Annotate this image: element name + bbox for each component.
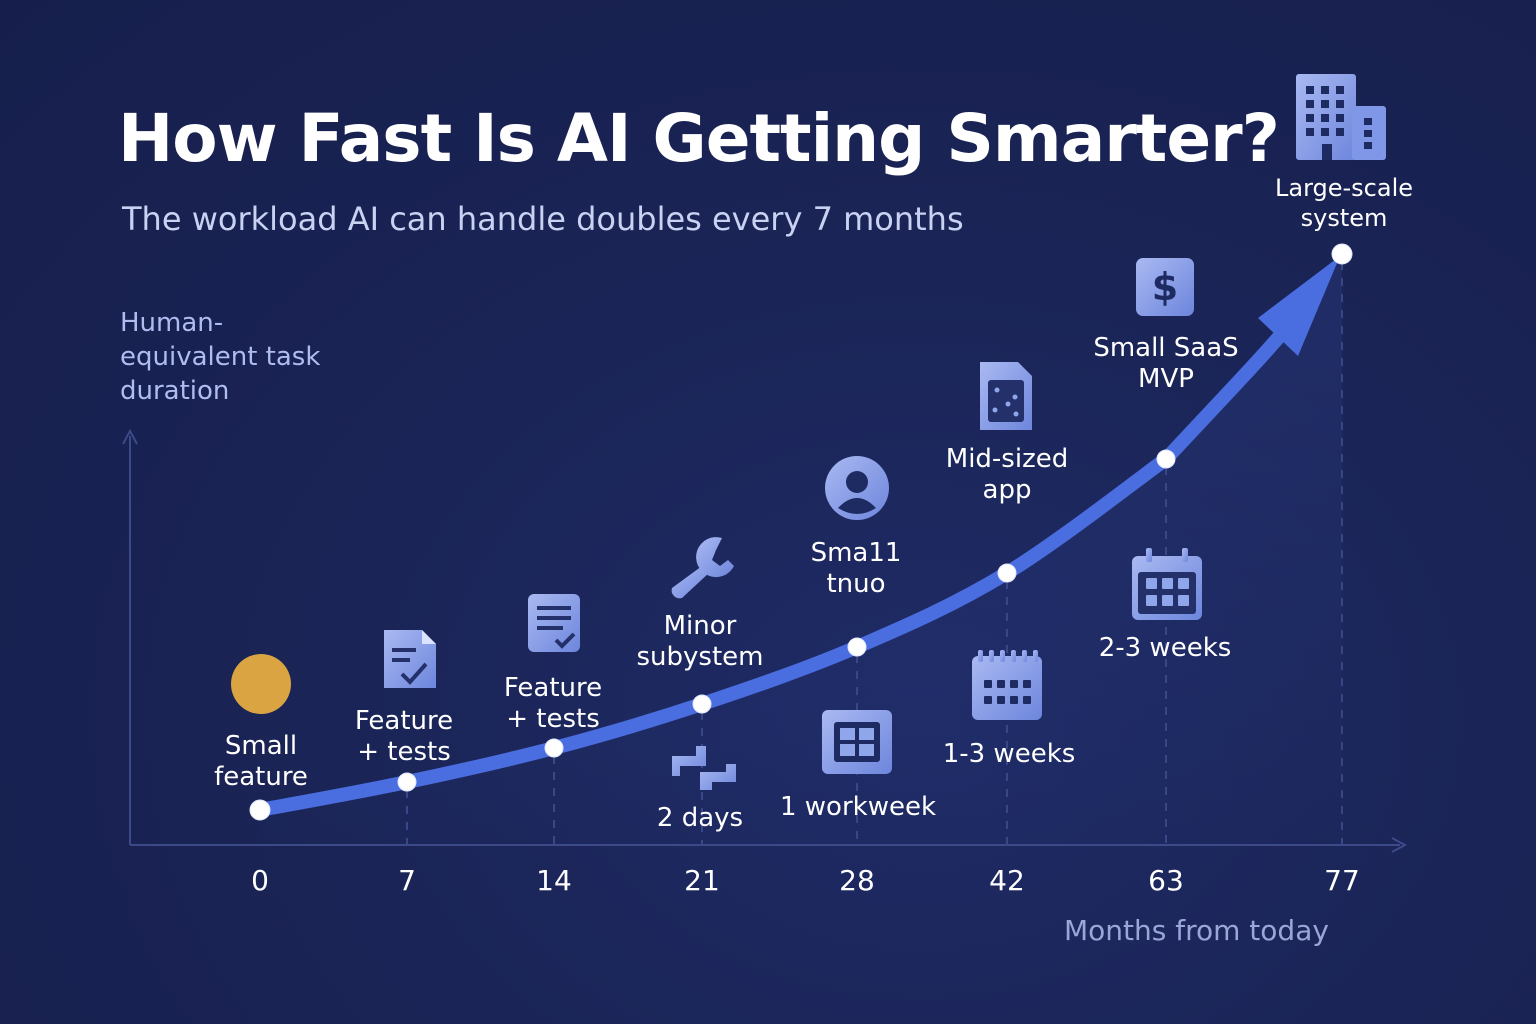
grid-window-icon xyxy=(822,710,892,774)
milestone-label: subystem xyxy=(637,642,764,672)
x-tick-label: 14 xyxy=(536,864,572,897)
wrench-icon xyxy=(671,537,734,599)
milestone-label: Minor xyxy=(664,611,737,641)
x-tick-label: 21 xyxy=(684,864,720,897)
milestone-label: Small SaaS xyxy=(1093,333,1238,363)
data-point xyxy=(397,772,417,792)
duration-label: 1-3 weeks xyxy=(943,739,1076,769)
curve-arrowhead xyxy=(1258,256,1340,356)
data-point xyxy=(847,637,867,657)
data-point xyxy=(997,563,1017,583)
milestone-label: Feature xyxy=(504,673,602,703)
chart-title: How Fast Is AI Getting Smarter? xyxy=(118,100,1280,177)
calendar-icon xyxy=(972,650,1042,720)
document-list-icon xyxy=(528,594,580,652)
milestone-label: Feature xyxy=(355,706,453,736)
milestone-label: tnuo xyxy=(826,569,885,599)
data-point xyxy=(1331,243,1353,265)
y-axis-arrow xyxy=(122,428,138,445)
puzzle-icon xyxy=(672,746,736,790)
x-tick-label: 7 xyxy=(398,864,416,897)
chart-subtitle: The workload AI can handle doubles every… xyxy=(122,200,964,238)
axes xyxy=(122,428,1408,853)
data-point xyxy=(1156,449,1176,469)
dollar-icon: $ xyxy=(1136,258,1194,316)
y-axis-label: Human-equivalent task duration xyxy=(120,308,321,406)
x-axis-label: Months from today xyxy=(1064,914,1329,947)
data-point xyxy=(249,799,271,821)
milestone-label: + tests xyxy=(506,704,600,734)
milestone-label: MVP xyxy=(1138,364,1194,394)
data-point xyxy=(544,738,564,758)
data-point xyxy=(692,694,712,714)
milestone-label: system xyxy=(1301,204,1388,232)
x-tick-label: 0 xyxy=(251,864,269,897)
icons-layer: $ xyxy=(231,74,1386,790)
milestone-label: Small xyxy=(225,731,297,761)
milestone-label: Mid-sized xyxy=(946,444,1068,474)
duration-label: 2 days xyxy=(657,803,743,833)
buildings-icon xyxy=(1296,74,1386,160)
gold-circle-icon xyxy=(231,654,291,714)
milestone-label: feature xyxy=(214,762,308,792)
svg-text:$: $ xyxy=(1152,265,1178,309)
app-document-icon xyxy=(980,362,1032,430)
milestone-label: app xyxy=(983,475,1032,505)
x-tick-label: 63 xyxy=(1148,864,1184,897)
area-under-curve xyxy=(260,254,1342,845)
x-tick-label: 77 xyxy=(1324,864,1360,897)
x-tick-label: 28 xyxy=(839,864,875,897)
milestone-label: + tests xyxy=(357,737,451,767)
area-fill xyxy=(260,254,1342,845)
milestone-label: Large-scale xyxy=(1275,174,1413,202)
points-layer xyxy=(249,243,1353,821)
calendar-icon xyxy=(1132,548,1202,620)
duration-label: 1 workweek xyxy=(780,792,936,822)
x-tick-label: 42 xyxy=(989,864,1025,897)
x-axis-arrow xyxy=(1391,837,1408,853)
document-check-icon xyxy=(384,630,436,688)
duration-label: 2-3 weeks xyxy=(1099,633,1232,663)
user-icon xyxy=(825,456,889,520)
milestone-label: Sma11 xyxy=(811,538,902,568)
